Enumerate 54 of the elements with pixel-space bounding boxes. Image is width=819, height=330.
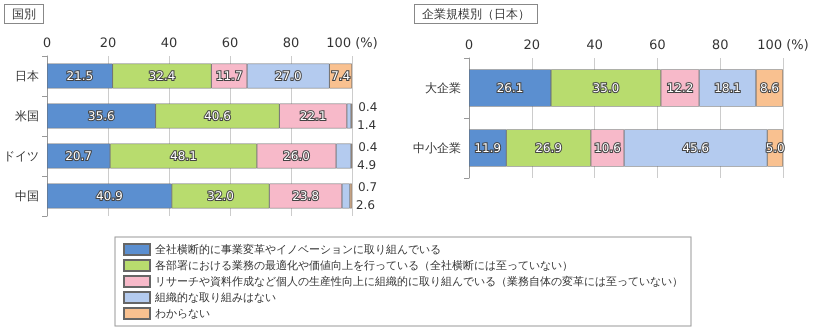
data-label: 27.0 [274,69,302,83]
data-label: 32.0 [207,189,234,203]
data-label: 2.6 [356,198,375,212]
data-label: 10.6 [594,141,621,155]
legend-label: 各部署における業務の最適化や価値向上を行っている（全社横断には至っていない） [155,259,573,272]
y-tick-label: 中国 [15,189,39,203]
y-tick-label: 大企業 [425,81,461,95]
data-label: 21.5 [66,69,94,83]
chart-title: 国別 [12,7,36,21]
data-label: 32.4 [148,69,176,83]
x-tick-label: 0 [464,38,474,53]
data-label: 0.4 [358,140,378,154]
legend-label: リサーチや資料作成など個人の生産性向上に組織的に取り組んでいる（業務自体の変革には至っていない） [155,275,683,288]
x-tick-label: 0 [42,36,52,51]
y-tick-label: 中小企業 [413,141,461,155]
data-label: 48.1 [170,149,197,163]
chart-title: 企業規模別（日本） [422,7,530,21]
data-label: 26.0 [283,149,310,163]
data-label: 35.6 [88,109,115,123]
x-tick-label: 60 [222,36,238,51]
legend-label: 組織的な取り組みはない [154,291,276,304]
data-label: 20.7 [65,149,92,163]
x-tick-label: 40 [160,36,178,51]
data-label: 35.0 [592,81,620,95]
data-label: 11.9 [474,141,502,155]
x-tick-label: 80 [712,38,728,53]
x-tick-label: 60 [649,38,666,53]
y-tick-label: 日本 [15,69,39,83]
x-tick-label: 40 [586,38,603,53]
data-label: 12.2 [666,81,694,95]
data-label: 0.4 [358,100,378,114]
data-label: 40.6 [204,109,231,123]
x-tick-label: 20 [100,36,116,51]
y-tick-label: ドイツ [3,149,39,163]
data-label: 1.4 [357,118,376,132]
x-tick-label: 100 (%) [757,38,809,53]
data-label: 23.8 [292,189,319,203]
data-label: 26.9 [535,141,562,155]
data-label: 18.1 [714,81,741,95]
data-label: 4.9 [357,158,376,172]
y-tick-label: 米国 [15,109,39,123]
legend-label: 全社横断的に事業変革やイノベーションに取り組んでいる [155,243,441,256]
x-tick-label: 80 [282,36,300,51]
x-tick-label: 20 [524,38,540,53]
data-label: 45.6 [682,141,710,155]
data-label: 7.4 [331,69,350,83]
legend-label: わからない [155,307,210,320]
data-label: 22.1 [300,109,326,123]
data-label: 40.9 [96,189,123,203]
data-label: 0.7 [358,180,378,194]
data-label: 26.1 [496,81,524,95]
data-label: 11.7 [216,69,243,83]
data-label: 8.6 [760,81,780,95]
x-tick-label: 100 (%) [326,36,378,51]
